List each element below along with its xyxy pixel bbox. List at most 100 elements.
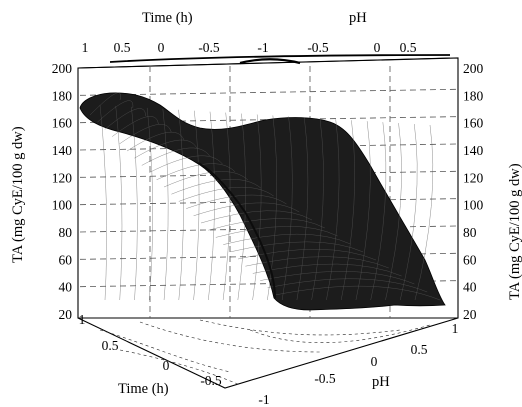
z-tick-label-right: 180	[463, 88, 484, 103]
mesh-line	[274, 285, 441, 301]
mesh-line	[237, 113, 246, 301]
surface-mesh	[89, 92, 441, 301]
z-tick-label-left: 120	[52, 170, 73, 185]
gridline-horizontal	[79, 198, 457, 206]
z-tick-label-right: 140	[463, 143, 484, 158]
mesh-line	[193, 110, 200, 301]
z-tick-label-right: 40	[463, 280, 477, 295]
z-tick-label-right: 20	[463, 307, 477, 322]
z-axis-ticks-left: 200 180 160 140 120 100 80 60 40 20	[52, 61, 73, 322]
bottom-ph-tick-label: 0.5	[411, 342, 428, 357]
mesh-line	[178, 187, 274, 202]
z-tick-label-left: 180	[52, 88, 73, 103]
mesh-line	[119, 124, 172, 144]
z-tick-label-left: 160	[52, 116, 73, 131]
top-ph-ticks: -0.5 0 0.5	[307, 40, 416, 55]
mesh-line	[296, 117, 309, 301]
top-time-ticks: 1 0.5 0 -0.5 -1	[82, 40, 269, 55]
mesh-line	[230, 241, 364, 253]
mesh-line	[245, 256, 389, 269]
mesh-line	[99, 104, 107, 301]
top-time-tick-label: 0	[158, 40, 165, 55]
bottom-time-tick-label: 0	[163, 358, 170, 373]
bottom-ph-ticks: -0.5 0 0.5 1	[314, 321, 458, 386]
mesh-line	[186, 194, 287, 209]
mesh-line	[215, 226, 338, 238]
mesh-line	[355, 121, 371, 301]
top-time-tick-label: -1	[257, 40, 268, 55]
bottom-time-tick-label: 1	[79, 312, 86, 327]
bottom-ph-tick-label: 0	[371, 354, 378, 369]
z-tick-label-left: 140	[52, 143, 73, 158]
bottom-ph-tick-label: -0.5	[314, 371, 336, 386]
bottom-time-tick-label: 0.5	[102, 338, 119, 353]
top-plate	[109, 54, 451, 65]
mesh-line	[414, 124, 434, 301]
z-tick-label-left: 100	[52, 198, 73, 213]
mesh-line	[222, 112, 231, 301]
z-tick-label-right: 200	[463, 61, 484, 76]
mesh-line	[267, 278, 428, 293]
mesh-line	[156, 163, 236, 180]
mesh-line	[146, 107, 153, 301]
gridline-horizontal	[79, 143, 457, 151]
mesh-line	[252, 263, 402, 277]
mesh-line	[385, 123, 402, 301]
mesh-line	[149, 155, 223, 173]
z-tick-label-right: 100	[463, 198, 484, 213]
mesh-line	[341, 120, 355, 301]
mesh-line	[400, 124, 418, 301]
bottom-time-ticks: 1 0.5 0 -0.5 -1	[79, 312, 270, 407]
mesh-line	[208, 111, 215, 301]
mesh-line	[237, 249, 377, 261]
mesh-line	[208, 218, 325, 231]
gridline-horizontal	[79, 170, 457, 178]
gridline-horizontal	[79, 88, 457, 96]
mesh-line	[104, 108, 146, 130]
mesh-line	[311, 118, 324, 301]
z-axis-ticks-right: 200 180 160 140 120 100 80 60 40 20	[463, 61, 484, 322]
bottom-ph-tick-label: 1	[452, 321, 459, 336]
floor-plane	[77, 317, 459, 389]
top-ph-title: pH	[349, 10, 367, 26]
mesh-line	[115, 105, 123, 301]
bottom-ph-title: pH	[372, 374, 390, 390]
mesh-line	[223, 233, 351, 245]
mesh-line	[171, 179, 261, 195]
z-tick-label-left: 60	[59, 252, 73, 267]
mesh-line	[163, 171, 249, 188]
top-time-tick-label: 1	[82, 40, 89, 55]
mesh-line	[267, 115, 277, 301]
top-time-tick-label: -0.5	[198, 40, 220, 55]
top-time-title: Time (h)	[142, 10, 193, 26]
top-ph-tick-label: 0.5	[400, 40, 417, 55]
bottom-time-title: Time (h)	[118, 381, 169, 397]
mesh-line	[112, 116, 159, 137]
z-tick-label-right: 160	[463, 116, 484, 131]
mesh-line	[326, 119, 340, 301]
z-tick-label-left: 200	[52, 61, 73, 76]
mesh-line	[126, 132, 185, 152]
mesh-line	[89, 92, 121, 116]
mesh-line	[370, 122, 387, 301]
z-axis-title-right: TA (mg CyE/100 g dw)	[507, 163, 522, 300]
top-ph-tick-label: 0	[374, 40, 381, 55]
mesh-line	[162, 108, 169, 301]
mesh-line	[178, 109, 184, 301]
mesh-line	[134, 139, 197, 159]
mesh-line	[131, 106, 138, 301]
z-tick-label-left: 40	[59, 280, 73, 295]
mesh-line	[97, 100, 133, 123]
mesh-line	[281, 116, 293, 301]
z-axis-title-left: TA (mg CyE/100 g dw)	[10, 126, 26, 263]
z-tick-label-left: 20	[59, 307, 73, 322]
bottom-time-tick-label: -1	[258, 392, 269, 407]
z-tick-label-right: 80	[463, 225, 477, 240]
z-tick-label-right: 60	[463, 252, 477, 267]
z-tick-label-right: 120	[463, 170, 484, 185]
z-tick-label-left: 80	[59, 225, 73, 240]
bottom-time-tick-label: -0.5	[200, 373, 222, 388]
mesh-line	[200, 210, 313, 224]
top-time-tick-label: 0.5	[114, 40, 131, 55]
